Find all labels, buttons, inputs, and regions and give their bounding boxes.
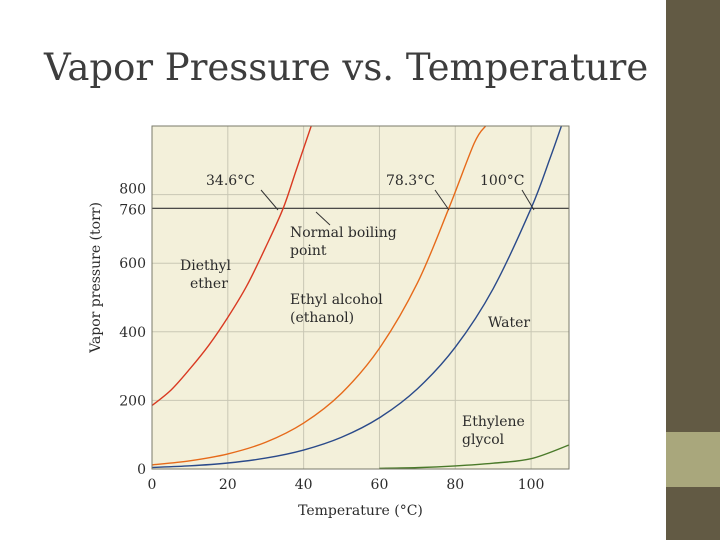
boiling-point-leader-diethyl-ether	[260, 189, 279, 211]
series-label-diethyl-ether: Diethyl	[180, 258, 232, 274]
series-line-diethyl-ether	[152, 126, 312, 407]
y-tick-label: 0	[137, 462, 146, 478]
y-tick-label: 400	[119, 325, 146, 341]
x-tick-label: 40	[295, 477, 313, 493]
slide-title: Vapor Pressure vs. Temperature	[44, 46, 649, 89]
y-tick-label: 800	[119, 182, 146, 198]
plot-background	[152, 126, 569, 469]
sidebar-accent-bar-bottom	[666, 487, 720, 540]
series-line-ethylene-glycol	[379, 444, 569, 469]
x-axis-title: Temperature (°C)	[298, 503, 423, 519]
x-tick-label: 20	[219, 477, 237, 493]
chart-svg: 0 20 40 60 80 100 0 200 400 600 760 800 Temperature …	[88, 125, 570, 519]
x-tick-label: 100	[518, 477, 545, 493]
x-tick-label: 60	[371, 477, 389, 493]
x-tick-label: 80	[446, 477, 464, 493]
series-label-ethanol: (ethanol)	[290, 310, 354, 326]
series-line-ethanol	[152, 126, 487, 466]
reference-line-label: point	[290, 243, 327, 259]
y-axis-title: Vapor pressure (torr)	[88, 202, 104, 354]
boiling-point-label-water: 100°C	[480, 173, 524, 189]
y-tick-label: 600	[119, 256, 146, 272]
series-label-ethanol: Ethyl alcohol	[290, 292, 383, 308]
y-tick-label: 760	[119, 202, 146, 218]
series-label-diethyl-ether: ether	[190, 276, 228, 292]
y-tick-label: 200	[119, 393, 146, 409]
reference-line-leader	[315, 211, 331, 226]
series-label-water: Water	[488, 315, 530, 331]
series-label-ethylene-glycol: glycol	[462, 432, 505, 448]
x-tick-label: 0	[148, 477, 157, 493]
series-line-water	[152, 126, 563, 469]
boiling-point-label-diethyl-ether: 34.6°C	[206, 173, 255, 189]
plot-frame	[151, 125, 570, 470]
series-label-ethylene-glycol: Ethylene	[462, 414, 525, 430]
reference-line-label: Normal boiling	[290, 225, 397, 241]
boiling-point-leader-ethanol	[434, 189, 450, 211]
sidebar-accent-bar-middle	[666, 432, 720, 487]
boiling-point-leader-water	[521, 189, 535, 211]
vapor-pressure-chart: 0 20 40 60 80 100 0 200 400 600 760 800 Temperature …	[84, 118, 574, 522]
sidebar-accent-bar-top	[666, 0, 720, 432]
boiling-point-label-ethanol: 78.3°C	[386, 173, 435, 189]
